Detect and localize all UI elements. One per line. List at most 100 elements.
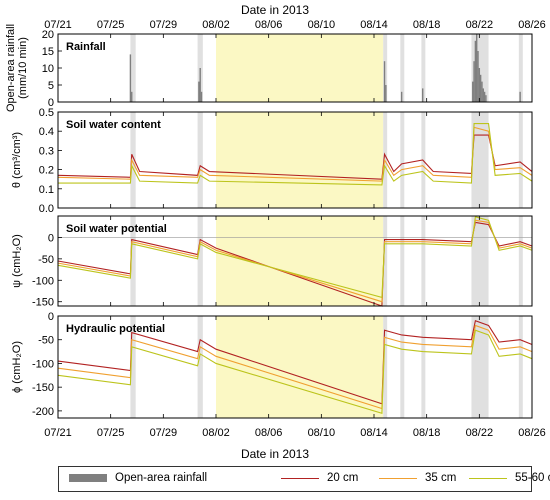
y-tick-label: 0 (48, 97, 54, 109)
y-axis-label: θ (cm³/cm³) (11, 132, 23, 188)
panel-frame (57, 111, 533, 209)
rain-bar (131, 91, 133, 102)
dry-period-shading (216, 34, 384, 102)
series-line-55-60-cm (57, 216, 533, 299)
legend-20cm-swatch (281, 477, 319, 479)
x-tick-label-top: 08/10 (308, 19, 336, 31)
y-tick-label: 0.1 (39, 184, 54, 196)
rain-event-band (518, 216, 523, 306)
y-tick-label: -100 (32, 275, 54, 287)
rain-event-band (383, 216, 388, 306)
x-tick-label-top: 08/14 (360, 19, 388, 31)
rain-event-band (400, 112, 405, 208)
x-tick-label-bottom: 08/14 (360, 427, 388, 439)
panel-title: Soil water potential (66, 223, 167, 235)
legend-35cm-swatch (379, 477, 417, 479)
rain-bar (476, 34, 478, 102)
dry-period-shading (216, 216, 384, 306)
rain-event-band (471, 216, 489, 306)
rain-event-band (130, 216, 136, 306)
rain-event-band (400, 34, 405, 102)
rain-event-band (471, 112, 489, 208)
y-tick-label: 0.4 (39, 126, 54, 138)
rain-event-band (421, 316, 426, 418)
rain-event-band (518, 112, 523, 208)
rain-bar (473, 61, 475, 102)
rain-event-band (421, 216, 426, 306)
rain-event-band (197, 112, 203, 208)
panel-2: -150 -100 -50 0 Soil water potential ψ (cmH₂O… (11, 215, 533, 309)
rain-bar (129, 54, 132, 102)
rain-bar (483, 91, 486, 102)
panel-frame (57, 215, 533, 307)
y-tick-label: -50 (38, 335, 54, 347)
legend-35cm-label: 35 cm (425, 472, 457, 484)
rain-bar (519, 91, 521, 102)
legend-rain-swatch (69, 474, 107, 482)
series-line-35-cm (57, 126, 533, 182)
x-tick-label-top: 07/21 (44, 19, 72, 31)
x-tick-label-top: 08/02 (202, 19, 230, 31)
panel-3: -200 -150 -100 -50 0 Hydraulic potential ϕ (cm… (11, 311, 533, 419)
panels: 07/21 07/21 07/25 07/25 07/29 07/29 08/02 08/02… (5, 19, 546, 439)
x-tick-label-bottom: 07/21 (44, 427, 72, 439)
rain-event-band (518, 316, 523, 418)
rain-bar (478, 68, 481, 102)
y-tick-label: 20 (42, 29, 54, 41)
rain-bar (474, 40, 477, 102)
rain-bar (485, 95, 487, 102)
dry-period-shading (216, 112, 384, 208)
x-tick-label-top: 08/22 (466, 19, 494, 31)
rain-event-band (471, 316, 489, 418)
x-tick-label-bottom: 08/06 (255, 427, 283, 439)
rain-event-band (197, 316, 203, 418)
rain-event-band (130, 34, 136, 102)
x-tick-label-bottom: 07/25 (97, 427, 125, 439)
y-axis-label: ψ (cmH₂O) (11, 234, 23, 288)
rain-bar (477, 51, 479, 102)
x-axis-title-bottom: Date in 2013 (241, 447, 309, 461)
x-axis-title-top: Date in 2013 (241, 3, 309, 17)
series-line-55-60-cm (58, 122, 533, 186)
y-tick-label: 0.5 (39, 107, 54, 119)
panel-1: 0.0 0.1 0.2 0.3 0.4 0.5 Soil water content θ (c… (11, 107, 533, 215)
legend: Open-area rainfall 20 cm 35 cm 55-60 cm (58, 466, 550, 492)
y-tick-label: 0 (48, 232, 54, 244)
legend-5560cm-label: 55-60 cm (515, 472, 550, 484)
series-line-20-cm (57, 320, 533, 405)
rain-bar (385, 85, 387, 102)
panel-0: 0 5 10 15 20 Rainfall Open-area rainfall (mm/10… (5, 24, 533, 112)
y-tick-label: 5 (48, 80, 54, 92)
y-axis-label: Open-area rainfall (5, 24, 17, 112)
x-tick-label-top: 08/18 (413, 19, 441, 31)
y-tick-label: 0.2 (39, 165, 54, 177)
legend-20cm-label: 20 cm (327, 472, 359, 484)
panel-title: Hydraulic potential (66, 323, 165, 335)
y-tick-label: 15 (42, 46, 54, 58)
rain-bar (482, 88, 484, 102)
y-tick-label: 0.3 (39, 145, 54, 157)
x-tick-label-bottom: 08/18 (413, 427, 441, 439)
rain-event-band (421, 34, 426, 102)
rain-event-band (400, 316, 405, 418)
legend-5560cm-swatch (469, 477, 507, 479)
x-tick-label-top: 07/29 (150, 19, 178, 31)
legend-5560cm: 55-60 cm (469, 472, 550, 484)
y-tick-label: 0 (48, 311, 54, 323)
series-line-20-cm (57, 134, 533, 180)
y-axis-label: ϕ (cmH₂O) (11, 341, 23, 393)
x-tick-label-top: 07/25 (97, 19, 125, 31)
legend-20cm: 20 cm (281, 472, 358, 484)
x-tick-label-bottom: 08/02 (202, 427, 230, 439)
x-tick-label-bottom: 07/29 (150, 427, 178, 439)
series-line-55-60-cm (57, 329, 533, 414)
x-tick-label-bottom: 08/26 (518, 427, 546, 439)
x-tick-label-bottom: 08/10 (308, 427, 336, 439)
x-tick-label-bottom: 08/22 (466, 427, 494, 439)
rain-bar (481, 81, 483, 102)
rain-event-band (383, 316, 388, 418)
y-axis-label: (mm/10 min) (17, 37, 29, 99)
series-line-35-cm (57, 324, 533, 410)
dry-period-shading (216, 316, 384, 418)
